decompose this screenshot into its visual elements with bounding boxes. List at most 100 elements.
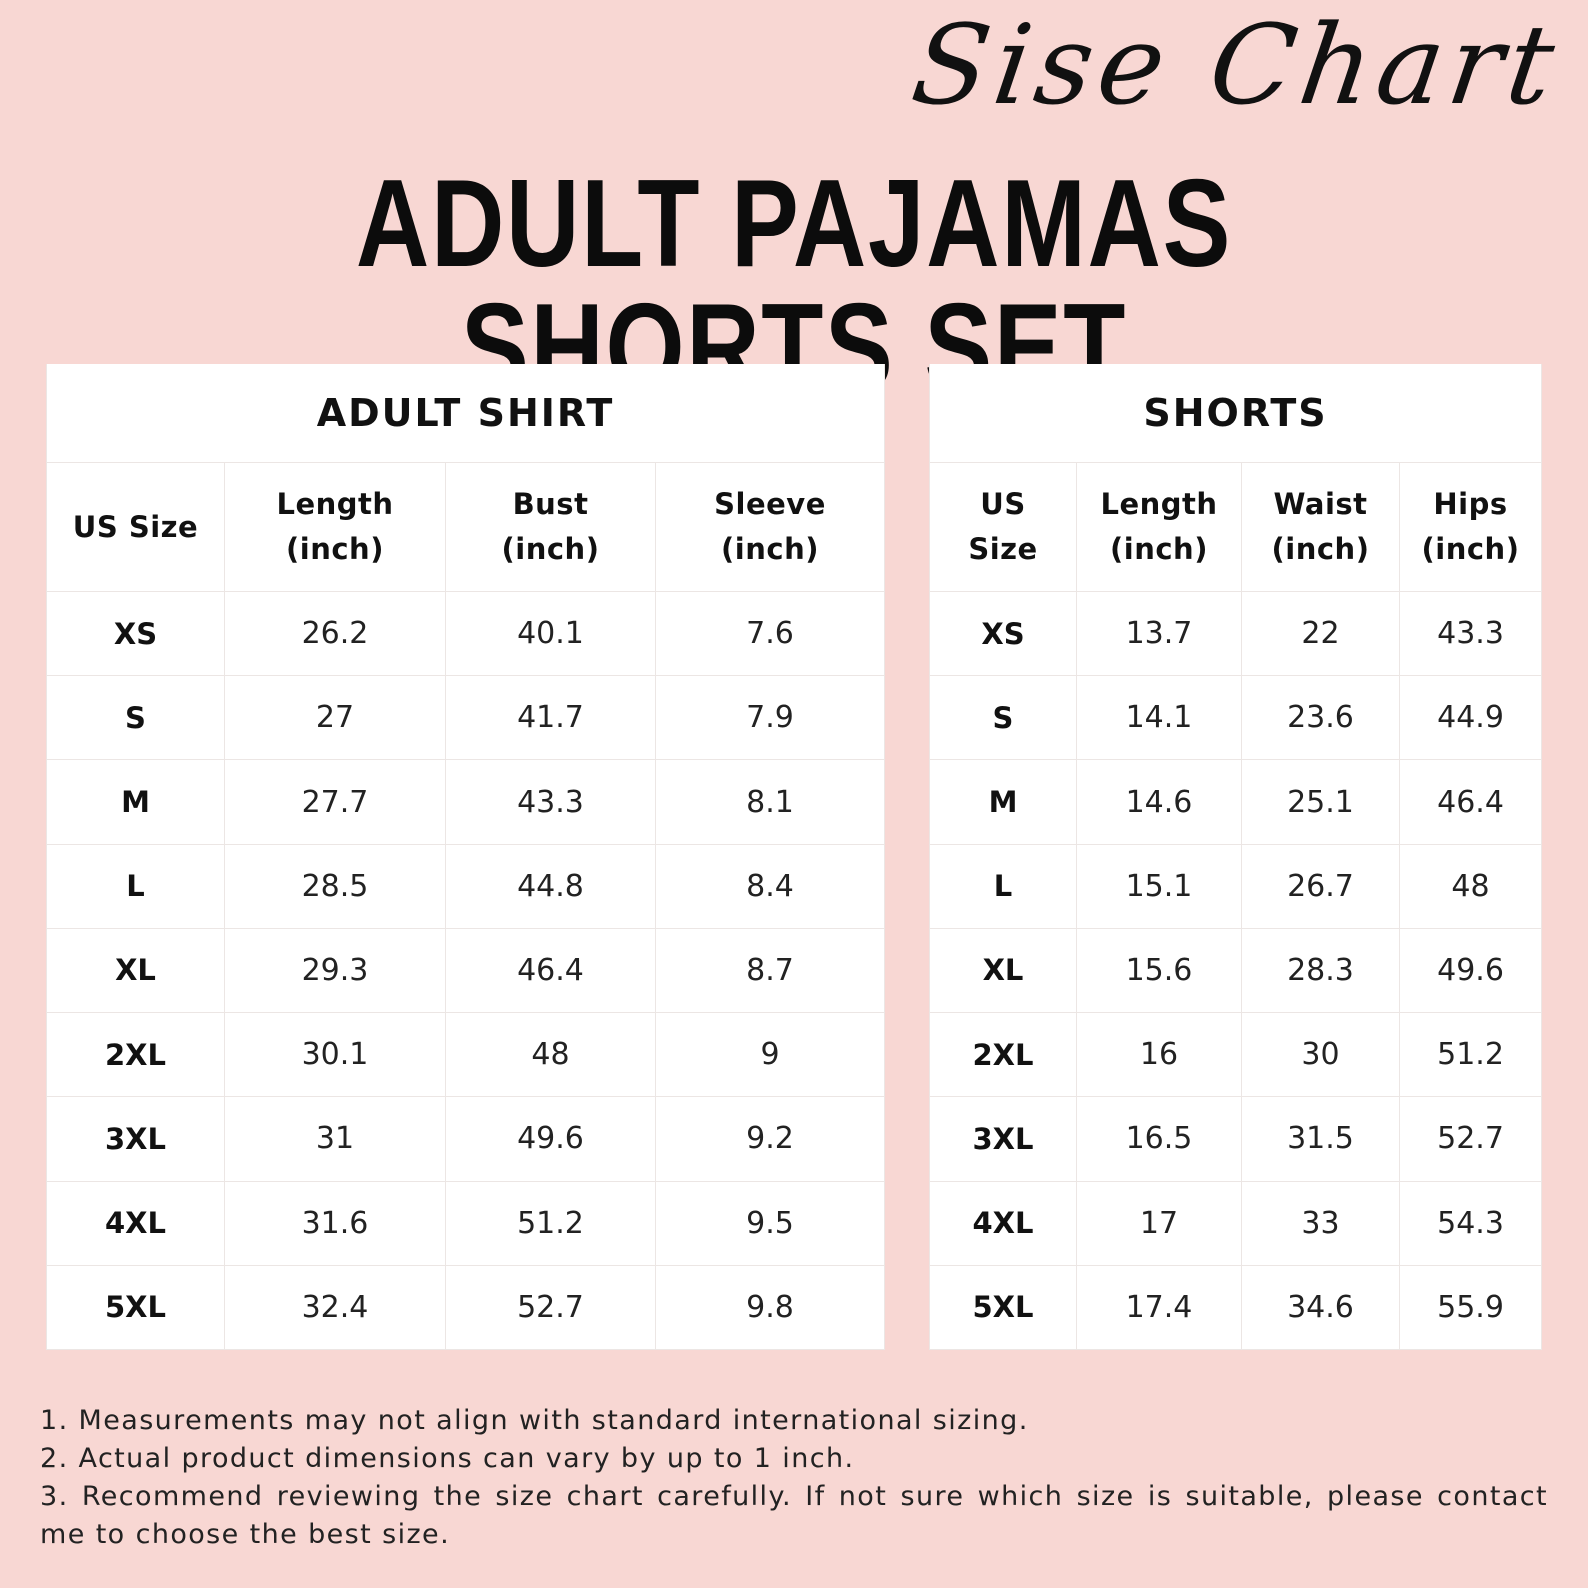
table-row: XL 15.6 28.3 49.6	[929, 927, 1543, 1014]
measurement-cell: 9	[654, 1012, 886, 1098]
measurement-cell: 54.3	[1398, 1180, 1543, 1266]
header-text: Length	[276, 487, 394, 522]
table-row: 3XL 16.5 31.5 52.7	[929, 1096, 1543, 1182]
measurement-cell: 34.6	[1241, 1264, 1400, 1351]
measurement-cell: 14.1	[1076, 675, 1242, 761]
size-cell: 5XL	[46, 1264, 225, 1351]
measurement-cell: 9.5	[654, 1180, 886, 1266]
size-cell: S	[929, 675, 1077, 761]
measurement-cell: 9.8	[654, 1264, 886, 1351]
measurement-cell: 30	[1241, 1012, 1400, 1098]
measurement-cell: 49.6	[1398, 927, 1543, 1014]
shorts-column-header: Waist (inch)	[1241, 462, 1400, 592]
measurement-cell: 31.5	[1241, 1096, 1400, 1182]
table-row: 4XL 31.6 51.2 9.5	[46, 1180, 886, 1266]
table-row: 3XL 31 49.6 9.2	[46, 1096, 886, 1182]
measurement-cell: 16.5	[1076, 1096, 1242, 1182]
header-text: US Size	[72, 509, 199, 544]
header-text: Length	[1100, 487, 1218, 522]
measurement-cell: 41.7	[445, 675, 656, 761]
header-text: (inch)	[501, 532, 600, 566]
shirt-table-body: XS 26.2 40.1 7.6 S 27 41.7 7.9 M 27.7 43.3 8.1 L 28.5…	[46, 590, 886, 1351]
table-row: XS 26.2 40.1 7.6	[46, 590, 886, 677]
measurement-cell: 51.2	[1398, 1012, 1543, 1098]
shorts-column-header: Length (inch)	[1076, 462, 1242, 592]
header-text: (inch)	[1271, 532, 1370, 566]
measurement-cell: 13.7	[1076, 590, 1242, 677]
table-row: XS 13.7 22 43.3	[929, 590, 1543, 677]
measurement-cell: 46.4	[445, 927, 656, 1014]
measurement-cell: 46.4	[1398, 759, 1543, 845]
size-cell: XL	[929, 927, 1077, 1014]
measurement-cell: 52.7	[1398, 1096, 1543, 1182]
measurement-cell: 28.3	[1241, 927, 1400, 1014]
size-cell: XS	[929, 590, 1077, 677]
size-cell: 2XL	[929, 1012, 1077, 1098]
measurement-cell: 31	[224, 1096, 446, 1182]
table-row: 5XL 17.4 34.6 55.9	[929, 1264, 1543, 1351]
shirt-column-header: Length (inch)	[224, 462, 446, 592]
measurement-cell: 49.6	[445, 1096, 656, 1182]
measurement-cell: 40.1	[445, 590, 656, 677]
script-title: Sise Chart	[904, 1, 1567, 129]
measurement-cell: 31.6	[224, 1180, 446, 1266]
header-text: (inch)	[721, 532, 819, 566]
measurement-cell: 28.5	[224, 843, 446, 929]
header-text: Waist	[1273, 487, 1368, 522]
shorts-size-table: SHORTS US Size Length (inch) Waist (inch) Hips…	[928, 364, 1543, 1351]
table-row: XL 29.3 46.4 8.7	[46, 927, 886, 1014]
shorts-table-body: XS 13.7 22 43.3 S 14.1 23.6 44.9 M 14.6 25.1 46.4 L 1…	[929, 590, 1543, 1351]
measurement-cell: 17.4	[1076, 1264, 1242, 1351]
size-cell: 4XL	[929, 1180, 1077, 1266]
measurement-cell: 7.6	[654, 590, 886, 677]
measurement-cell: 22	[1241, 590, 1400, 677]
measurement-cell: 8.7	[654, 927, 886, 1014]
table-row: 4XL 17 33 54.3	[929, 1180, 1543, 1266]
table-row: 2XL 16 30 51.2	[929, 1012, 1543, 1098]
shorts-column-header: US Size	[929, 462, 1077, 592]
measurement-cell: 14.6	[1076, 759, 1242, 845]
shorts-table-caption: SHORTS	[928, 364, 1543, 463]
shorts-column-header: Hips (inch)	[1398, 462, 1543, 592]
measurement-cell: 8.1	[654, 759, 886, 845]
size-cell: 4XL	[46, 1180, 225, 1266]
header-text: US	[980, 487, 1026, 522]
shirt-table-caption: ADULT SHIRT	[45, 364, 886, 463]
measurement-cell: 25.1	[1241, 759, 1400, 845]
shirt-column-header: Bust (inch)	[445, 462, 656, 592]
note-1: 1. Measurements may not align with stand…	[40, 1405, 1029, 1436]
table-row: S 27 41.7 7.9	[46, 675, 886, 761]
size-cell: L	[929, 843, 1077, 929]
table-row: 2XL 30.1 48 9	[46, 1012, 886, 1098]
page-title: ADULT PAJAMAS SHORTS SET	[355, 155, 1233, 417]
header-text: Size	[968, 532, 1038, 566]
measurement-cell: 32.4	[224, 1264, 446, 1351]
shirt-column-header: US Size	[46, 462, 225, 592]
measurement-cell: 51.2	[445, 1180, 656, 1266]
note-3: 3. Recommend reviewing the size chart ca…	[40, 1481, 1548, 1550]
measurement-cell: 29.3	[224, 927, 446, 1014]
table-row: L 15.1 26.7 48	[929, 843, 1543, 929]
measurement-cell: 27	[224, 675, 446, 761]
size-cell: M	[929, 759, 1077, 845]
size-cell: 3XL	[929, 1096, 1077, 1182]
measurement-cell: 16	[1076, 1012, 1242, 1098]
table-row: S 14.1 23.6 44.9	[929, 675, 1543, 761]
measurement-cell: 17	[1076, 1180, 1242, 1266]
measurement-cell: 23.6	[1241, 675, 1400, 761]
table-row: 5XL 32.4 52.7 9.8	[46, 1264, 886, 1351]
shirt-header-row: US Size Length (inch) Bust (inch) Sleeve (inch…	[46, 462, 886, 592]
measurement-cell: 33	[1241, 1180, 1400, 1266]
header-text: Sleeve	[714, 487, 826, 522]
header-text: Bust	[512, 487, 589, 522]
measurement-cell: 44.8	[445, 843, 656, 929]
size-notes: 1. Measurements may not align with stand…	[40, 1402, 1548, 1554]
measurement-cell: 55.9	[1398, 1264, 1543, 1351]
measurement-cell: 9.2	[654, 1096, 886, 1182]
measurement-cell: 43.3	[445, 759, 656, 845]
measurement-cell: 48	[445, 1012, 656, 1098]
size-cell: 5XL	[929, 1264, 1077, 1351]
shirt-column-header: Sleeve (inch)	[654, 462, 886, 592]
size-cell: S	[46, 675, 225, 761]
measurement-cell: 8.4	[654, 843, 886, 929]
